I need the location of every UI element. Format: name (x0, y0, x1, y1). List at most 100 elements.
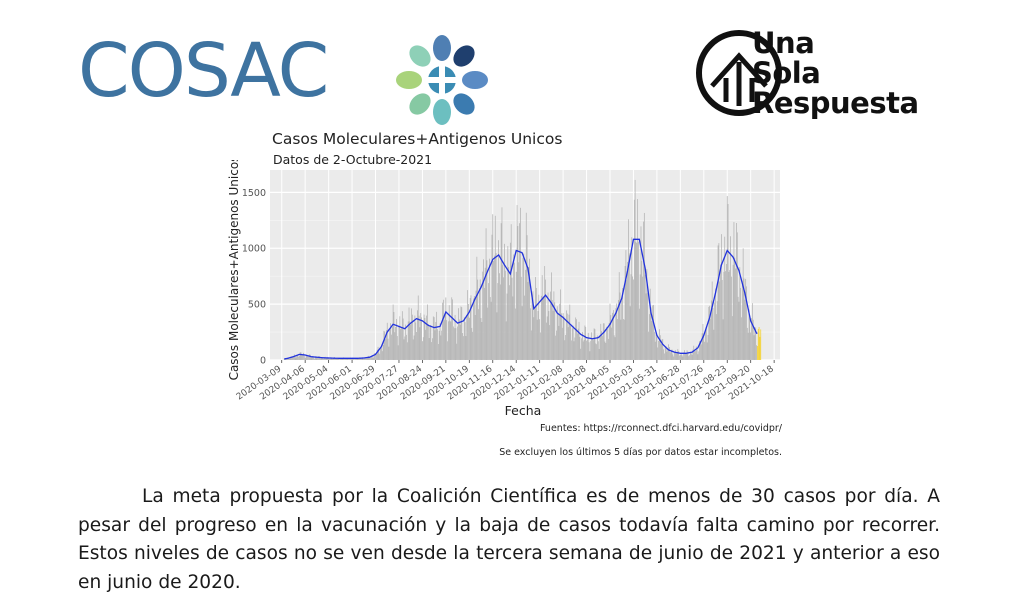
plot-background (270, 170, 780, 360)
daily-bar (481, 322, 483, 360)
daily-bar (485, 228, 487, 360)
daily-bar (517, 226, 519, 360)
daily-bar (401, 311, 403, 360)
daily-bar (401, 327, 402, 360)
daily-bar (387, 338, 389, 360)
daily-bar (463, 336, 464, 360)
daily-bar (587, 339, 588, 360)
daily-bar (374, 352, 376, 360)
daily-bar (622, 288, 623, 360)
daily-bar (505, 321, 507, 360)
daily-bar (682, 356, 684, 360)
daily-bar (659, 335, 661, 360)
daily-bar (572, 325, 574, 360)
daily-bar (675, 353, 677, 360)
daily-bar (389, 330, 391, 360)
daily-bar (484, 267, 486, 360)
chart-title: Casos Moleculares+Antigenos Unicos (272, 130, 563, 148)
daily-bar (647, 292, 649, 360)
daily-bar (729, 270, 731, 360)
daily-bar (390, 323, 391, 360)
daily-bar (635, 241, 637, 360)
daily-bar (527, 281, 529, 360)
daily-bar (410, 324, 412, 360)
daily-bar (578, 321, 580, 360)
daily-bar (414, 315, 416, 360)
daily-bar (514, 262, 515, 360)
daily-bar (703, 334, 705, 360)
daily-bar (610, 315, 612, 360)
daily-bar (704, 341, 706, 360)
daily-bar (524, 295, 525, 360)
daily-bar (299, 352, 301, 360)
daily-bar (661, 339, 663, 360)
daily-bar (615, 308, 617, 360)
daily-bar (584, 325, 586, 360)
daily-bar (721, 234, 722, 360)
daily-bar (546, 316, 548, 360)
daily-bar (611, 327, 613, 360)
incomplete-bar (757, 328, 759, 360)
daily-bar (631, 237, 633, 360)
daily-bar (442, 302, 443, 360)
daily-bar (749, 315, 751, 360)
daily-bar (681, 355, 683, 360)
daily-bar (676, 352, 678, 360)
daily-bar (479, 279, 481, 360)
daily-bar (579, 336, 581, 360)
daily-bar (507, 246, 509, 360)
daily-bar (542, 298, 544, 360)
daily-bar (537, 311, 539, 360)
daily-bar (528, 267, 530, 360)
daily-bar (719, 281, 721, 360)
daily-bar (739, 267, 741, 360)
daily-bar (526, 235, 528, 360)
body-paragraph: La meta propuesta por la Coalición Cient… (78, 483, 940, 597)
daily-bar (664, 353, 665, 360)
daily-bar (747, 332, 749, 360)
daily-bar (755, 327, 757, 360)
daily-bar (283, 358, 285, 360)
daily-bar (636, 242, 638, 360)
daily-bar (465, 336, 467, 360)
daily-bar (604, 341, 606, 360)
daily-bar (646, 269, 648, 360)
daily-bar (516, 205, 518, 360)
daily-bar (727, 204, 729, 360)
daily-bar (726, 196, 728, 360)
daily-bar (476, 256, 478, 360)
daily-bar (612, 310, 614, 360)
daily-bar (425, 329, 427, 360)
daily-bar (558, 325, 560, 360)
daily-bar (605, 343, 607, 360)
daily-bar (448, 305, 450, 360)
daily-bar (628, 253, 630, 360)
daily-bar (493, 260, 494, 360)
daily-bar (440, 335, 442, 360)
daily-bar (492, 214, 494, 360)
daily-bar (620, 319, 622, 360)
daily-bar (638, 241, 639, 360)
daily-bar (531, 298, 533, 360)
daily-bar (314, 358, 315, 360)
daily-bar (432, 316, 434, 360)
daily-bar (449, 320, 451, 360)
daily-bar (383, 330, 385, 360)
daily-bar (407, 321, 409, 360)
daily-bar (576, 333, 578, 360)
daily-bar (659, 329, 660, 360)
daily-bar (644, 274, 646, 360)
daily-bar (637, 199, 639, 360)
daily-bar (582, 341, 584, 360)
daily-bar (627, 261, 628, 360)
cosac-flower-icon (396, 35, 488, 125)
daily-bar (655, 331, 657, 360)
daily-bar (509, 242, 511, 360)
daily-bar (621, 301, 623, 360)
daily-bar (571, 340, 572, 360)
daily-bar (736, 232, 738, 360)
daily-bar (702, 324, 704, 360)
daily-bar (570, 325, 572, 360)
daily-bar (411, 314, 413, 360)
cases-chart: 0 500 1000 1500 2020-03-092020-04-062020-05… (227, 160, 780, 418)
